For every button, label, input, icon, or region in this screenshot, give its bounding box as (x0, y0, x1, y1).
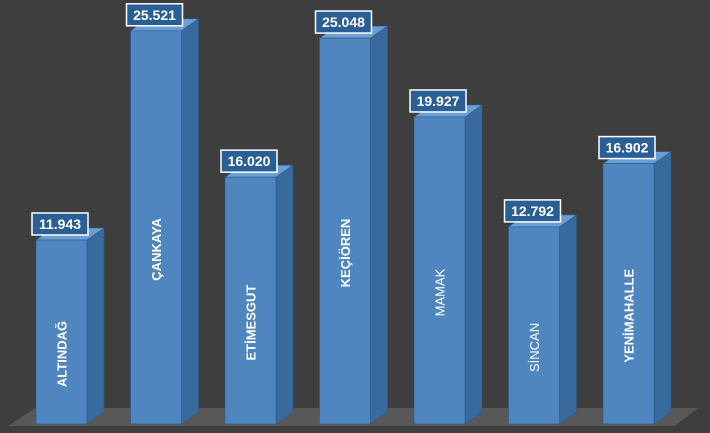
data-label: 25.521 (133, 7, 176, 23)
data-label-box (409, 89, 467, 113)
data-label-box (125, 3, 184, 27)
bar (508, 226, 560, 425)
data-label: 19.927 (417, 93, 460, 109)
data-label: 12.792 (511, 203, 554, 219)
data-label-box (220, 149, 278, 173)
category-label: MAMAK (433, 268, 448, 316)
data-label-box (503, 199, 562, 223)
category-label: ALTINDAĞ (55, 321, 70, 387)
category-label: SİNCAN (527, 323, 542, 372)
data-label: 16.020 (228, 153, 271, 169)
data-label-box (31, 212, 89, 236)
bar-side-face (370, 25, 388, 425)
bar-side-face (464, 104, 483, 425)
bar (319, 37, 371, 425)
category-label: KEÇİÖREN (338, 219, 353, 288)
bars-group: 11.943 ALTINDAĞ 25.521 ÇANKAYA 16.020 ETİMESG… (31, 3, 672, 425)
bar-side-face (275, 164, 294, 425)
category-label: YENİMAHALLE (622, 269, 637, 363)
category-label: ETİMESGUT (244, 285, 259, 361)
bar-side-face (559, 214, 577, 425)
data-label: 11.943 (39, 216, 81, 232)
data-label-box (598, 135, 656, 160)
bar-side-face (653, 151, 672, 425)
bar-side-face (181, 18, 199, 425)
bar (35, 239, 88, 425)
data-label-box (314, 10, 373, 34)
bar-side-face (86, 227, 105, 425)
bar (224, 176, 277, 425)
data-label: 16.902 (606, 140, 649, 156)
bar (413, 116, 466, 425)
bar (602, 163, 655, 425)
category-label: ÇANKAYA (149, 217, 164, 280)
data-label: 25.048 (322, 14, 365, 30)
bar (130, 30, 182, 425)
